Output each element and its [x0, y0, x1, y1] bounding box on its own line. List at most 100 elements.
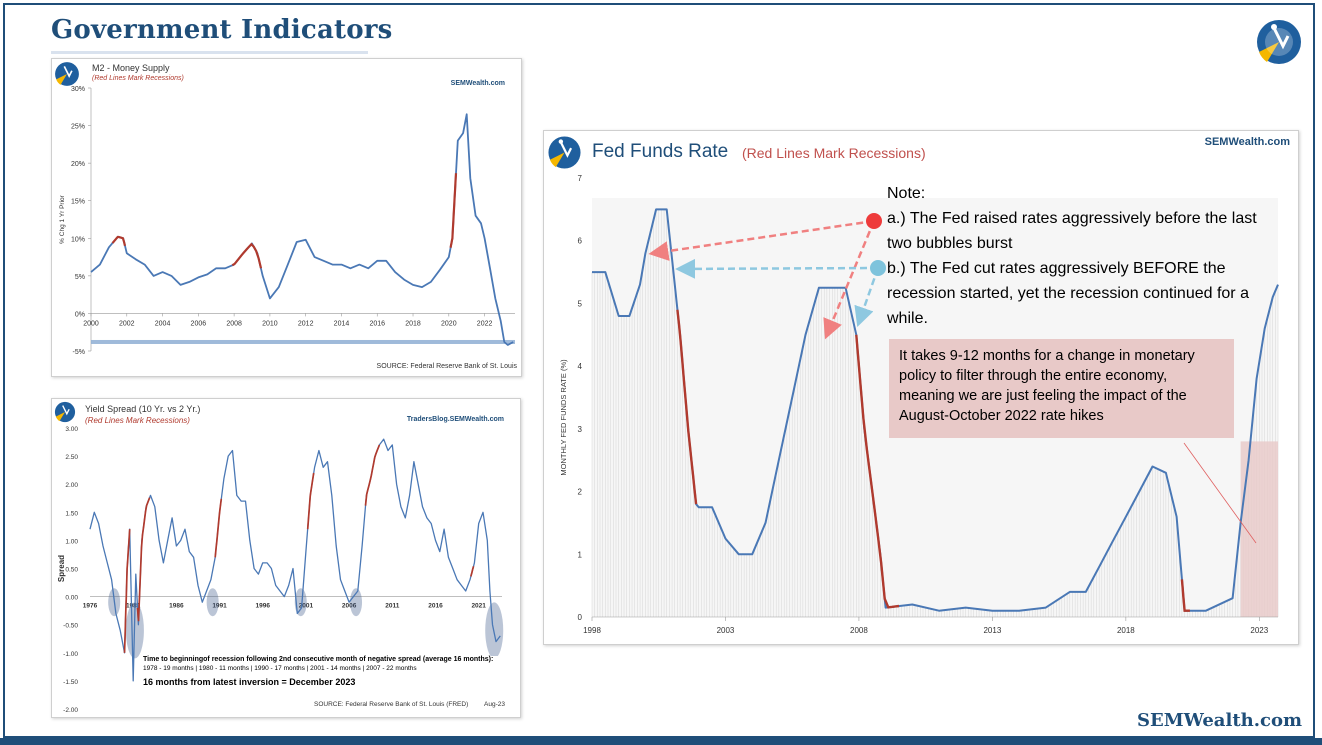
m2-brand: SEMWealth.com: [450, 80, 505, 87]
fed-recession-segment-1: [855, 334, 900, 609]
yield-recession-segment-3: [306, 472, 315, 530]
fed-ytick-label: 6: [578, 237, 583, 246]
m2-ytick-label: 30%: [71, 86, 85, 93]
fed-recession-segment-2: [1180, 579, 1190, 612]
m2-baseline-band: [91, 339, 515, 344]
fed-note-a-arrow-2007: [823, 220, 876, 340]
fed-xtick-label: 2008: [850, 626, 868, 635]
fed-xtick-label: 2023: [1250, 626, 1268, 635]
yield-xtick-label: 2001: [299, 603, 314, 610]
yield-box-line: 1978 - 19 months | 1980 - 11 months | 19…: [143, 665, 417, 672]
yield-inversion-ellipse: [206, 588, 219, 617]
m2-xtick-label: 2018: [405, 320, 421, 327]
yield-ytick-label: -1.50: [63, 679, 78, 686]
fed-subtitle: (Red Lines Mark Recessions): [742, 145, 926, 161]
m2-ytick-label: 20%: [71, 161, 85, 168]
m2-recession-segment-2: [449, 173, 458, 248]
m2-xtick-label: 2000: [83, 320, 99, 327]
yield-brand: TradersBlog.SEMWealth.com: [406, 416, 504, 423]
yield-series-line: [89, 438, 501, 682]
yield-xtick-label: 1991: [212, 603, 227, 610]
fed-ytick-label: 0: [578, 613, 583, 622]
m2-chart: 30% 25% 20% 15% 10% 5% 0% -5% 2000 2002 2004 2006 20…: [59, 86, 515, 356]
m2-xtick-label: 2002: [119, 320, 135, 327]
fed-ytick-label: 1: [578, 550, 583, 559]
m2-ylabel: % Chg 1 Yr Prior: [59, 194, 66, 243]
fed-impact-box: It takes 9-12 months for a change in mon…: [889, 339, 1234, 438]
m2-title: M2 - Money Supply: [92, 63, 170, 73]
m2-ytick-label: 15%: [71, 199, 85, 206]
fed-note-a-marker: [866, 213, 882, 229]
fed-note-b-arrow-2008: [854, 267, 880, 327]
yield-xtick-label: 1981: [126, 603, 141, 610]
fed-xtick-label: 1998: [583, 626, 601, 635]
fed-recession-segment-0: [676, 309, 698, 505]
yield-ytick-label: -0.50: [63, 623, 78, 630]
fed-brand: SEMWealth.com: [1204, 136, 1290, 148]
yield-info-box: Time to beginningof recession following …: [143, 656, 519, 687]
m2-ytick-label: -5%: [73, 349, 85, 356]
page-title: Government Indicators: [51, 15, 393, 45]
page-bottom-band: [0, 738, 1322, 745]
yield-ytick-label: 1.50: [65, 510, 78, 517]
fed-logo-icon: [548, 136, 581, 169]
fed-panel: Fed Funds Rate (Red Lines Mark Recession…: [543, 130, 1299, 645]
yield-ytick-label: 2.50: [65, 454, 78, 461]
title-divider: [51, 51, 368, 54]
m2-recession-segment-1: [231, 242, 263, 269]
m2-subtitle: (Red Lines Mark Recessions): [92, 75, 184, 82]
yield-recession-segment-2: [214, 498, 223, 558]
yield-logo-icon: [54, 401, 76, 423]
yield-xtick-label: 1976: [83, 603, 98, 610]
fed-ytick-label: 4: [578, 362, 583, 371]
fed-note-b: b.) The Fed cut rates aggressively BEFOR…: [887, 260, 1249, 327]
m2-panel: M2 - Money Supply (Red Lines Mark Recess…: [51, 58, 522, 377]
page-frame: [3, 3, 1315, 738]
yield-ytick-label: 2.00: [65, 482, 78, 489]
yield-ytick-label: 0.50: [65, 567, 78, 574]
m2-ytick-label: 5%: [75, 274, 85, 281]
m2-logo-icon: [55, 62, 79, 86]
yield-box-heading: Time to beginningof recession following …: [143, 656, 494, 663]
m2-ytick-label: 0%: [75, 311, 85, 318]
sem-logo-icon: [1257, 20, 1301, 64]
yield-xtick-label: 2006: [342, 603, 357, 610]
fed-note: Note: a.) The Fed raised rates aggressiv…: [887, 181, 1257, 331]
fed-note-title: Note:: [887, 185, 926, 202]
yield-recession-segment-0: [123, 529, 131, 653]
m2-xtick-label: 2016: [369, 320, 385, 327]
m2-xtick-label: 2010: [262, 320, 278, 327]
fed-note-b-marker: [870, 260, 886, 276]
yield-xtick-label: 1986: [169, 603, 184, 610]
m2-source: SOURCE: Federal Reserve Bank of St. Loui…: [376, 363, 517, 370]
yield-xtick-label: 2011: [385, 603, 399, 610]
yield-recession-segment-4: [364, 444, 381, 506]
m2-xtick-label: 2022: [477, 320, 493, 327]
yield-ytick-label: 1.00: [65, 538, 78, 545]
yield-ytick-label: -2.00: [63, 707, 78, 714]
yield-xtick-label: 2021: [471, 603, 486, 610]
yield-ylabel: Spread: [57, 555, 66, 582]
m2-xtick-label: 2004: [155, 320, 171, 327]
yield-ytick-label: -1.00: [63, 651, 78, 658]
fed-ytick-label: 5: [578, 299, 583, 308]
fed-title: Fed Funds Rate: [592, 141, 729, 162]
m2-ytick-label: 10%: [71, 236, 85, 243]
fed-note-a-arrow-2000: [648, 219, 875, 261]
m2-xtick-label: 2006: [191, 320, 207, 327]
yield-inversion-ellipse: [350, 588, 363, 617]
yield-source: SOURCE: Federal Reserve Bank of St. Loui…: [314, 701, 469, 708]
yield-ytick-label: 0.00: [65, 595, 78, 602]
m2-xtick-label: 2014: [334, 320, 350, 327]
fed-ytick-label: 2: [578, 488, 583, 497]
yield-recession-segment-1: [136, 497, 151, 622]
fed-ytick-label: 7: [578, 174, 583, 183]
yield-xtick-label: 1996: [256, 603, 271, 610]
fed-xtick-label: 2003: [717, 626, 735, 635]
fed-xtick-label: 2018: [1117, 626, 1135, 635]
yield-chart: 3.00 2.50 2.00 1.50 1.00 0.50 0.00 -0.50 -1.00 -1…: [57, 426, 504, 714]
m2-xtick-label: 2008: [226, 320, 242, 327]
m2-xtick-label: 2020: [441, 320, 457, 327]
footer-brand: SEMWealth.com: [1136, 710, 1302, 731]
fed-note-a: a.) The Fed raised rates aggressively be…: [887, 210, 1257, 252]
